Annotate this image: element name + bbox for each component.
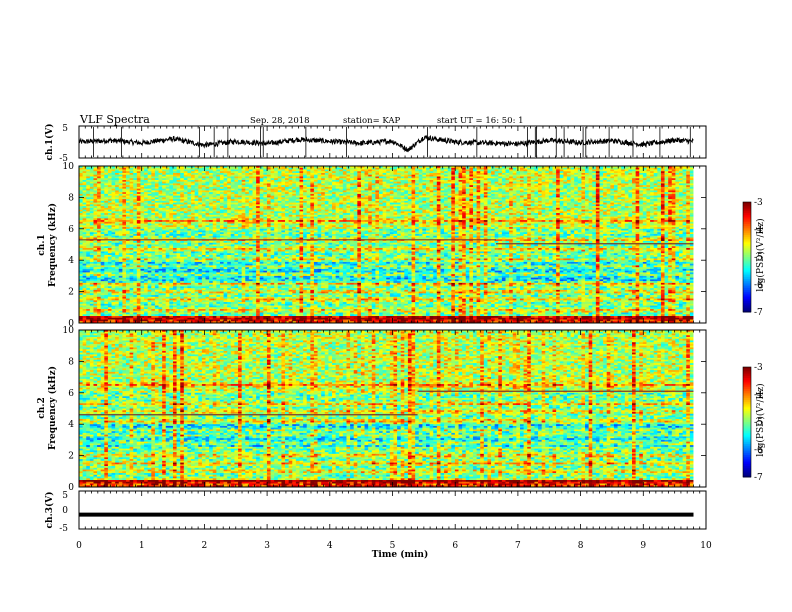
station-label: station= KAP — [343, 116, 401, 126]
start-time-label: start UT = 16: 50: 1 — [437, 116, 524, 126]
ch1-spectrogram-image — [79, 166, 706, 323]
figure-title: VLF Spectra — [79, 113, 150, 126]
ch1-waveform-ylabel: ch.1(V) — [44, 124, 55, 161]
date-label: Sep. 28, 2018 — [250, 116, 310, 126]
ch1-waveform-panel: 5 -5 ch.1(V) — [44, 124, 706, 164]
ch1-ytick-top: 5 — [62, 124, 68, 134]
